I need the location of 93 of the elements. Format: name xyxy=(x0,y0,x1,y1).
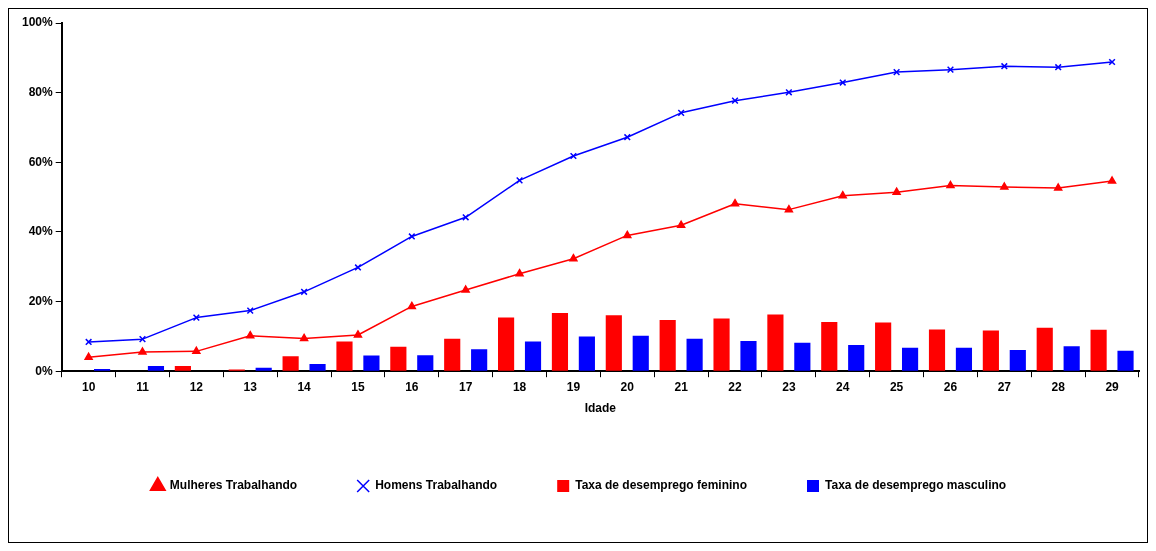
legend-label: Taxa de desemprego masculino xyxy=(825,478,1007,493)
bar xyxy=(1117,350,1134,371)
y-tick-label: 0% xyxy=(35,363,54,378)
x-tick-label: 20 xyxy=(620,379,635,394)
bar xyxy=(1063,346,1080,371)
bar xyxy=(1009,349,1026,371)
bar xyxy=(982,330,999,371)
x-tick-label: 27 xyxy=(997,379,1012,394)
x-tick-label: 22 xyxy=(728,379,742,394)
bar xyxy=(147,365,165,371)
point xyxy=(461,285,470,293)
bar xyxy=(875,322,892,371)
point xyxy=(407,301,417,310)
y-tick-label: 40% xyxy=(28,224,54,239)
bar xyxy=(1036,327,1053,371)
x-tick-label: 15 xyxy=(351,379,365,394)
bar xyxy=(686,338,703,371)
x-tick-label: 14 xyxy=(297,379,312,394)
legend-label: Mulheres Trabalhando xyxy=(169,478,298,493)
bar xyxy=(821,322,838,371)
point xyxy=(138,347,147,355)
point xyxy=(299,333,309,342)
x-axis-title: Idade xyxy=(584,401,617,416)
y-tick-label: 80% xyxy=(28,84,54,99)
point xyxy=(946,180,955,189)
bar xyxy=(498,317,515,371)
bar xyxy=(174,365,191,371)
point xyxy=(192,346,201,355)
point xyxy=(462,213,470,221)
bar xyxy=(632,335,649,371)
point xyxy=(1054,63,1062,71)
y-tick-label: 60% xyxy=(28,154,54,169)
bar xyxy=(282,356,299,371)
bar xyxy=(524,341,542,371)
point xyxy=(677,109,685,117)
point xyxy=(353,330,363,338)
point xyxy=(569,253,578,262)
bar xyxy=(955,347,973,371)
x-tick-label: 12 xyxy=(189,379,204,394)
bar xyxy=(740,340,757,371)
point xyxy=(84,352,93,361)
bar xyxy=(767,314,784,371)
point xyxy=(730,198,740,207)
point xyxy=(784,204,794,213)
bar xyxy=(1090,329,1107,371)
bar xyxy=(363,355,380,371)
bar xyxy=(336,341,353,371)
bar xyxy=(309,363,326,371)
x-tick-label: 21 xyxy=(674,379,689,394)
point xyxy=(838,190,847,199)
bar xyxy=(444,338,461,371)
point xyxy=(569,152,577,160)
point xyxy=(731,97,739,105)
bar xyxy=(255,367,272,371)
y-tick-label: 20% xyxy=(28,293,54,308)
bar xyxy=(390,346,407,371)
point xyxy=(623,230,632,239)
point xyxy=(1107,176,1117,184)
bar xyxy=(901,347,919,371)
point xyxy=(892,187,901,195)
bar xyxy=(578,336,595,371)
x-tick-label: 11 xyxy=(136,379,150,394)
bar xyxy=(928,329,946,371)
x-tick-label: 25 xyxy=(889,379,904,394)
bar xyxy=(605,315,622,371)
x-tick-label: 26 xyxy=(943,379,958,394)
legend-label: Homens Trabalhando xyxy=(375,478,498,493)
y-tick-label: 100% xyxy=(21,15,54,30)
x-tick-label: 24 xyxy=(836,379,850,394)
bar xyxy=(659,320,676,371)
x-tick-label: 29 xyxy=(1105,379,1120,394)
x-tick-label: 19 xyxy=(566,379,581,394)
x-tick-label: 23 xyxy=(782,379,796,394)
x-tick-label: 13 xyxy=(243,379,258,394)
bar xyxy=(417,355,434,371)
point xyxy=(1053,183,1063,191)
x-tick-label: 18 xyxy=(512,379,527,394)
x-tick-label: 17 xyxy=(459,379,473,394)
legend-label: Taxa de desemprego feminino xyxy=(575,478,748,493)
bar xyxy=(794,342,811,371)
x-tick-label: 10 xyxy=(81,379,96,394)
bar xyxy=(471,349,488,371)
bar xyxy=(848,345,865,371)
x-tick-label: 16 xyxy=(405,379,419,394)
bar xyxy=(551,313,569,371)
point xyxy=(515,268,524,277)
bar xyxy=(713,318,730,371)
point xyxy=(676,220,686,229)
point xyxy=(246,330,255,339)
point xyxy=(1000,182,1009,190)
x-tick-label: 28 xyxy=(1051,379,1066,394)
point xyxy=(354,263,362,272)
point xyxy=(1108,58,1116,66)
